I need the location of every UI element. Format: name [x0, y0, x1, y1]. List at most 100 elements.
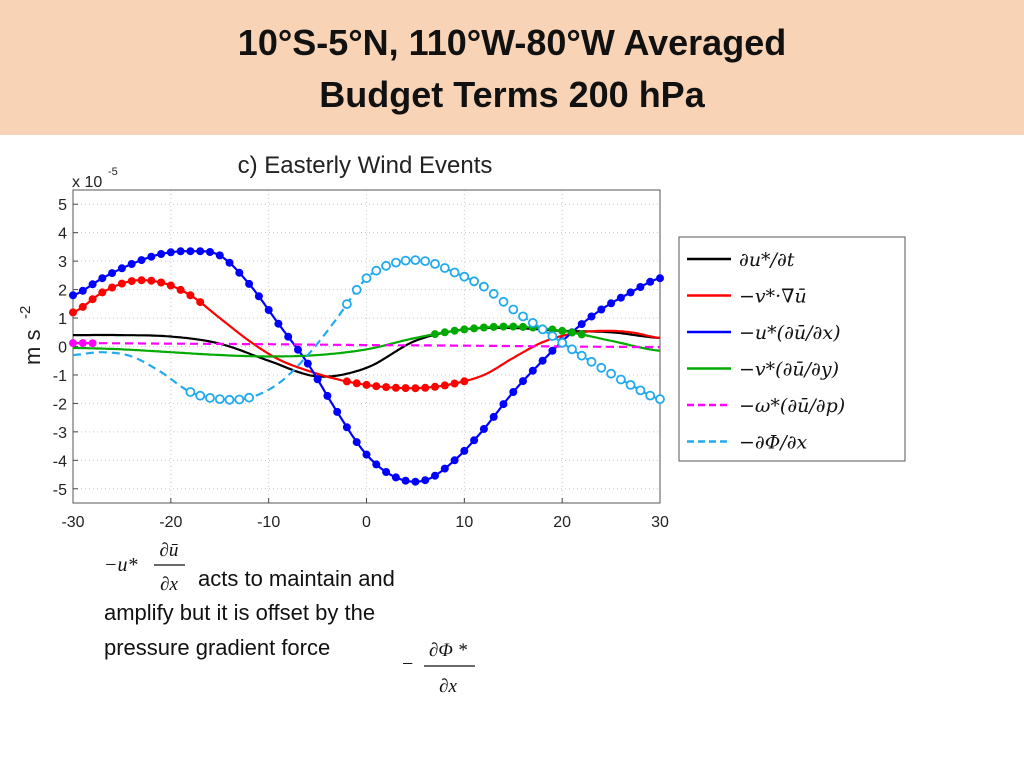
series-marker	[616, 374, 626, 385]
series-marker	[596, 362, 607, 373]
series-marker	[420, 256, 431, 266]
series-marker	[342, 377, 351, 386]
series-marker	[499, 322, 508, 331]
series-marker	[586, 356, 597, 367]
series-marker	[108, 283, 117, 292]
series-marker	[470, 324, 479, 333]
series-marker	[411, 384, 420, 393]
series-marker	[459, 271, 470, 282]
series-marker	[342, 423, 351, 432]
y-tick-label: 5	[58, 197, 67, 214]
y-tick-label: -5	[53, 482, 67, 499]
y-tick-label: 1	[58, 311, 67, 328]
series-marker	[78, 339, 87, 348]
series-marker	[488, 288, 499, 299]
chart-title: c) Easterly Wind Events	[238, 152, 493, 179]
series-5	[72, 255, 665, 405]
y-axis-label-exponent: -2	[17, 306, 34, 319]
axis-multiplier: x 10 -5	[72, 166, 118, 191]
series-marker	[224, 394, 235, 405]
series-marker	[127, 277, 136, 286]
legend-label: −v*·∇ū	[739, 286, 807, 308]
series-marker	[440, 328, 449, 337]
series-marker	[460, 377, 469, 386]
slide-title-line-1: 10°S-5°N, 110°W-80°W Averaged	[237, 22, 787, 63]
series-marker	[157, 278, 166, 287]
caption-line-1: acts to maintain and	[198, 566, 395, 591]
series-marker	[440, 381, 449, 390]
formula-u-advection-denominator: ∂x	[160, 574, 178, 595]
series-marker	[391, 383, 400, 392]
y-tick-label: -2	[53, 396, 67, 413]
legend-label: ∂u*/∂t	[739, 249, 795, 271]
title-band	[0, 0, 1024, 135]
series-marker	[362, 450, 371, 459]
series-marker	[244, 392, 255, 403]
series-marker	[137, 256, 146, 265]
series-marker	[489, 322, 498, 331]
series-marker	[577, 320, 586, 329]
series-marker	[606, 368, 616, 379]
series-marker	[166, 281, 175, 290]
x-tick-label: -30	[61, 514, 84, 531]
series-marker	[352, 379, 361, 388]
y-tick-label: -3	[53, 425, 67, 442]
series-marker	[431, 471, 439, 480]
legend-box	[678, 236, 906, 462]
series-marker	[439, 263, 450, 273]
x-tick-label: -10	[257, 514, 280, 531]
x-tick-label: 30	[651, 514, 669, 531]
x-tick-label: 10	[455, 514, 473, 531]
series-marker	[361, 273, 372, 284]
series-marker	[390, 257, 401, 268]
series-marker	[635, 385, 646, 396]
series-marker	[576, 350, 587, 361]
series-marker	[656, 274, 664, 283]
series-marker	[537, 324, 548, 335]
formula-u-advection-numerator: ∂ū	[160, 540, 179, 561]
budget-terms-chart: c) Easterly Wind Events x 10 -5 m s -2 5…	[17, 152, 906, 531]
series-marker	[147, 252, 156, 261]
x-tick-labels: -30 -20 -10 0 10 20 30	[61, 514, 669, 531]
series-marker	[489, 412, 498, 421]
series-marker	[372, 382, 381, 391]
series-marker	[450, 456, 459, 465]
series-4	[69, 339, 660, 349]
series-marker	[264, 306, 273, 314]
series-marker	[469, 276, 480, 287]
formula-u-advection-lead: −u*	[104, 554, 138, 576]
series-marker	[498, 296, 509, 307]
series-marker	[450, 379, 459, 388]
series-marker	[518, 311, 528, 322]
axis-multiplier-base: x 10	[72, 174, 102, 191]
series-marker	[401, 476, 410, 485]
series-marker	[117, 264, 126, 273]
series-marker	[147, 276, 156, 285]
series-marker	[303, 359, 312, 368]
series-marker	[382, 383, 391, 392]
series-marker	[528, 366, 537, 375]
series-marker	[245, 279, 254, 288]
legend-label: −∂Φ/∂x	[739, 432, 808, 454]
series-marker	[431, 330, 439, 339]
series-marker	[351, 284, 362, 295]
series-marker	[215, 251, 224, 260]
series-marker	[400, 255, 411, 266]
series-marker	[137, 276, 146, 285]
series-marker	[519, 377, 527, 386]
series-marker	[509, 322, 518, 331]
series-marker	[625, 379, 636, 390]
series-marker	[157, 250, 166, 258]
series-marker	[479, 425, 488, 433]
series-marker	[176, 247, 185, 256]
series-marker	[421, 383, 430, 392]
series-marker	[478, 281, 489, 292]
series-marker	[421, 476, 430, 485]
series-marker	[108, 269, 117, 278]
series-marker	[69, 308, 77, 317]
series-marker	[636, 283, 645, 291]
series-marker	[597, 305, 606, 314]
series-marker	[127, 260, 136, 268]
series-marker	[225, 258, 234, 267]
formula-u-advection: −u* ∂ū ∂x	[104, 540, 185, 595]
